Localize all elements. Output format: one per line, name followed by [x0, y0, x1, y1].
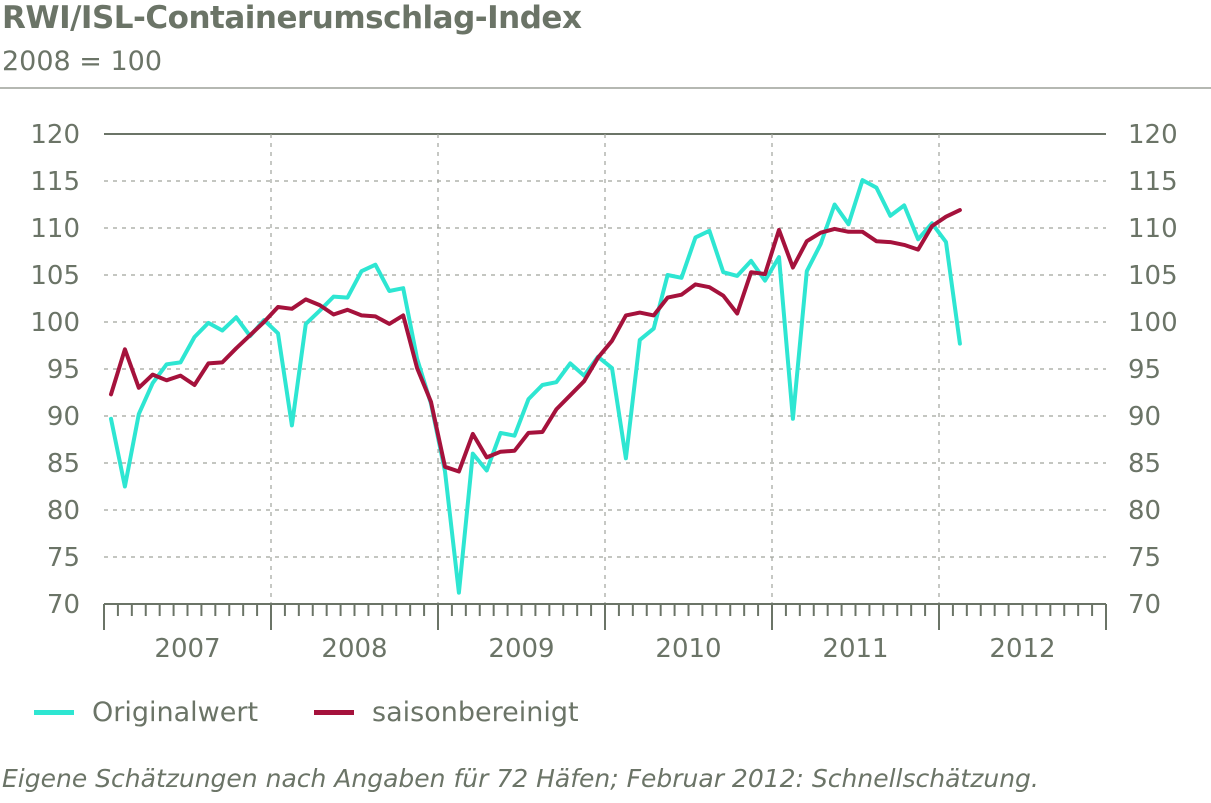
- y-tick-label-left: 75: [47, 543, 80, 573]
- header-divider: [0, 87, 1211, 89]
- y-tick-label-left: 95: [47, 355, 80, 385]
- y-tick-label-left: 90: [47, 402, 80, 432]
- series-line-originalwert: [109, 178, 962, 595]
- legend-item-saisonbereinigt: saisonbereinigt: [310, 697, 579, 728]
- y-tick-label-right: 80: [1128, 496, 1161, 526]
- y-tick-label-right: 100: [1128, 308, 1178, 338]
- legend-label-saisonbereinigt: saisonbereinigt: [372, 697, 579, 728]
- y-tick-label-left: 85: [47, 449, 80, 479]
- y-tick-label-left: 110: [30, 214, 80, 244]
- chart-title: RWI/ISL-Containerumschlag-Index: [2, 0, 582, 36]
- y-tick-label-right: 75: [1128, 543, 1161, 573]
- year-label: 2011: [822, 634, 888, 664]
- y-tick-label-left: 80: [47, 496, 80, 526]
- y-tick-labels-left: 70 75 80 85 90 95 100 105 110 115 120: [30, 120, 80, 620]
- legend-label-originalwert: Originalwert: [92, 697, 259, 728]
- legend-item-originalwert: Originalwert: [30, 697, 258, 728]
- y-tick-label-right: 115: [1128, 167, 1178, 197]
- year-label: 2009: [488, 634, 554, 664]
- year-label: 2012: [989, 634, 1055, 664]
- series-lines: [109, 178, 962, 595]
- y-tick-label-left: 120: [30, 120, 80, 150]
- y-tick-label-right: 85: [1128, 449, 1161, 479]
- y-tick-label-left: 70: [47, 590, 80, 620]
- footnote: Eigene Schätzungen nach Angaben für 72 H…: [2, 764, 1039, 793]
- y-tick-label-left: 105: [30, 261, 80, 291]
- y-tick-labels-right: 70 75 80 85 90 95 100 105 110 115 120: [1128, 120, 1178, 620]
- y-tick-label-left: 100: [30, 308, 80, 338]
- y-tick-label-right: 110: [1128, 214, 1178, 244]
- y-tick-label-right: 95: [1128, 355, 1161, 385]
- year-label: 2010: [655, 634, 721, 664]
- year-labels: 2007 2008 2009 2010 2011 2012: [154, 634, 1055, 664]
- legend: Originalwert saisonbereinigt: [30, 697, 631, 728]
- series-line-saisonbereinigt: [109, 208, 962, 474]
- chart-subtitle: 2008 = 100: [2, 46, 163, 77]
- y-tick-label-right: 120: [1128, 120, 1178, 150]
- y-tick-label-right: 105: [1128, 261, 1178, 291]
- y-tick-label-right: 70: [1128, 590, 1161, 620]
- grid-lines: [104, 133, 1106, 604]
- year-label: 2007: [154, 634, 220, 664]
- year-label: 2008: [321, 634, 387, 664]
- legend-swatch-saisonbereinigt: [314, 710, 355, 715]
- legend-swatch-originalwert: [34, 710, 74, 715]
- y-tick-label-left: 115: [30, 167, 80, 197]
- y-tick-label-right: 90: [1128, 402, 1161, 432]
- x-axis: [103, 603, 1107, 630]
